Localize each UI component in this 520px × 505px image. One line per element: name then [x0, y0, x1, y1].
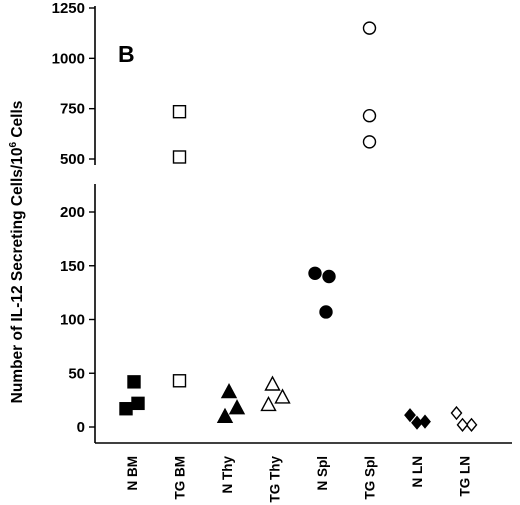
axes [89, 6, 512, 444]
point-n-thy-0 [220, 383, 238, 399]
point-n-ln-2 [411, 415, 423, 430]
y-axis-label-main: Number of IL-12 Secreting Cells/10 [9, 148, 26, 404]
y-tick-label-lower-4: 200 [60, 204, 85, 221]
x-category-label-6: N LN [410, 456, 425, 488]
point-n-ln-1 [419, 414, 431, 429]
y-axis-label-superscript: 6 [8, 142, 19, 148]
y-tick-label-upper-1: 750 [60, 101, 85, 118]
point-n-spl-0 [308, 266, 322, 280]
y-tick-label-upper-0: 500 [60, 151, 85, 168]
point-tg-spl-0 [362, 21, 377, 35]
point-n-spl-2 [319, 305, 333, 319]
point-n-ln-0 [404, 408, 416, 423]
point-n-spl-1 [322, 269, 336, 284]
point-n-bm-2 [131, 396, 145, 411]
x-category-label-2: N Thy [220, 456, 235, 494]
y-tick-label-lower-1: 50 [68, 365, 85, 382]
point-tg-ln-1 [465, 417, 478, 432]
y-tick-label-lower-0: 0 [77, 419, 85, 436]
point-tg-bm-1 [172, 150, 187, 164]
panel-label: B [118, 41, 135, 67]
point-n-thy-1 [228, 399, 246, 415]
point-n-bm-1 [119, 402, 133, 416]
point-tg-thy-1 [274, 388, 291, 404]
point-tg-bm-0 [172, 104, 187, 119]
point-tg-bm-2 [172, 374, 187, 388]
point-tg-ln-0 [450, 405, 463, 421]
point-n-thy-2 [216, 407, 234, 423]
y-tick-label-lower-2: 100 [60, 312, 85, 329]
y-axis-label-suffix: Cells [9, 101, 26, 142]
x-category-label-5: TG Spl [363, 456, 378, 500]
point-n-bm-0 [127, 375, 141, 389]
point-tg-spl-2 [362, 135, 377, 149]
y-tick-label-upper-3: 1250 [52, 0, 85, 17]
x-category-label-7: TG LN [458, 456, 473, 497]
y-tick-label-lower-3: 150 [60, 258, 85, 275]
x-category-labels: N BM TG BM N Thy TG Thy N Spl TG Spl N LN TG LN [125, 456, 473, 503]
x-category-label-0: N BM [125, 456, 140, 491]
y-axis-label: Number of IL-12 Secreting Cells/106 Cell… [8, 101, 26, 404]
data-points [119, 21, 478, 432]
x-category-label-4: N Spl [315, 456, 330, 491]
point-tg-spl-1 [362, 109, 377, 123]
x-category-label-1: TG BM [173, 456, 188, 500]
point-tg-ln-2 [456, 417, 469, 432]
point-tg-thy-2 [260, 395, 277, 412]
point-tg-thy-0 [264, 375, 281, 391]
x-category-label-3: TG Thy [268, 456, 283, 503]
y-tick-label-upper-2: 1000 [52, 50, 85, 67]
y-tick-labels: 0 50 100 150 200 500 750 1000 1250 [52, 0, 85, 436]
